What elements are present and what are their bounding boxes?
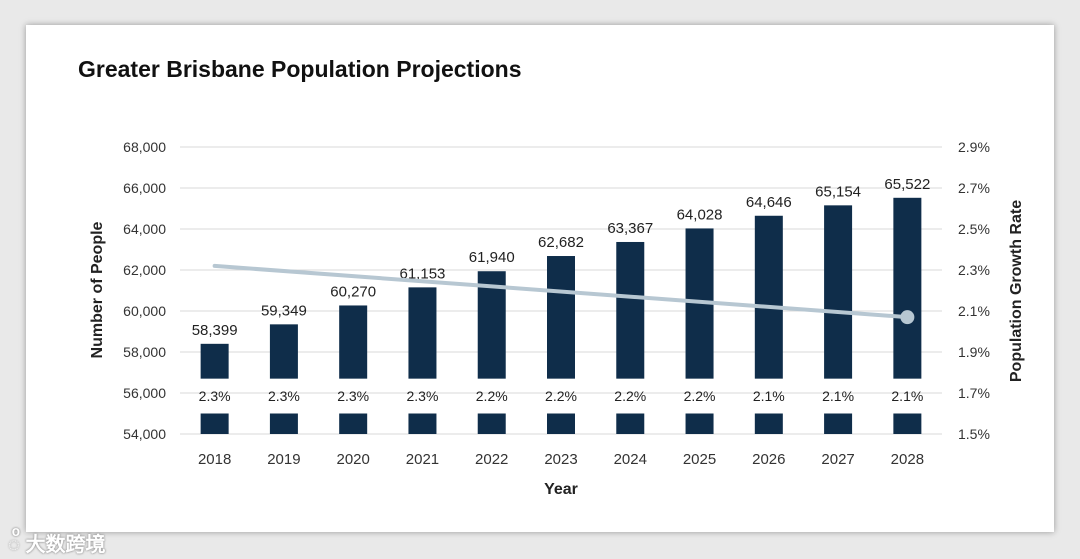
growth-rate-end-marker xyxy=(900,310,915,325)
watermark-icon: ◌ͦ xyxy=(8,534,20,556)
population-bar-base xyxy=(754,413,783,434)
y-axis-title: Number of People xyxy=(89,221,106,358)
population-data-label: 61,153 xyxy=(400,265,446,282)
population-bar xyxy=(408,287,437,379)
growth-rate-data-label: 2.2% xyxy=(614,388,646,404)
population-data-label: 64,028 xyxy=(677,206,723,223)
y-tick-label: 62,000 xyxy=(123,262,166,278)
growth-rate-data-label: 2.2% xyxy=(545,388,577,404)
population-data-label: 65,154 xyxy=(815,183,861,200)
y2-tick-label: 1.7% xyxy=(958,385,990,401)
population-bar-base xyxy=(269,413,298,434)
growth-rate-data-label: 2.3% xyxy=(406,388,438,404)
population-data-label: 65,522 xyxy=(884,176,930,193)
y2-tick-label: 1.9% xyxy=(958,344,990,360)
population-bar-base xyxy=(547,413,575,434)
chart-card: Greater Brisbane Population Projections xyxy=(26,25,1054,532)
y2-tick-label: 1.5% xyxy=(958,426,990,442)
population-bar-base xyxy=(408,413,437,434)
y2-tick-label: 2.1% xyxy=(958,303,990,319)
population-bar-base xyxy=(893,413,922,434)
x-tick-label: 2023 xyxy=(544,451,577,468)
population-bar xyxy=(616,241,645,379)
population-bar-base xyxy=(477,413,506,434)
population-data-label: 64,646 xyxy=(746,194,792,211)
population-bar xyxy=(269,324,298,379)
growth-rate-data-label: 2.1% xyxy=(753,388,785,404)
population-bar xyxy=(200,343,229,379)
growth-rate-data-label: 2.2% xyxy=(684,388,716,404)
population-bar xyxy=(754,215,783,379)
y2-tick-label: 2.7% xyxy=(958,180,990,196)
x-tick-label: 2028 xyxy=(891,451,924,468)
watermark-text: 大数跨境 xyxy=(25,534,106,556)
x-axis-title: Year xyxy=(544,481,578,498)
population-data-label: 63,367 xyxy=(607,220,653,237)
x-tick-label: 2019 xyxy=(267,451,300,468)
y-tick-label: 56,000 xyxy=(123,385,166,401)
growth-rate-data-label: 2.3% xyxy=(199,388,231,404)
y2-tick-label: 2.5% xyxy=(958,221,990,237)
y-tick-label: 60,000 xyxy=(123,303,166,319)
growth-rate-data-label: 2.3% xyxy=(268,388,300,404)
population-bar-base xyxy=(685,413,714,434)
population-bar xyxy=(477,271,506,379)
y-tick-label: 64,000 xyxy=(123,221,166,237)
growth-rate-trend-line xyxy=(212,263,910,320)
growth-rate-data-label: 2.1% xyxy=(822,388,854,404)
growth-rate-data-label: 2.1% xyxy=(891,388,923,404)
population-data-label: 61,940 xyxy=(469,249,515,266)
y2-tick-label: 2.9% xyxy=(958,139,990,155)
y-tick-label: 66,000 xyxy=(123,180,166,196)
population-bar-base xyxy=(616,413,645,434)
population-bar xyxy=(339,305,368,379)
growth-rate-data-label: 2.3% xyxy=(337,388,369,404)
y-tick-label: 68,000 xyxy=(123,139,166,155)
x-tick-label: 2022 xyxy=(475,451,508,468)
x-tick-label: 2024 xyxy=(614,451,647,468)
y2-tick-label: 2.3% xyxy=(958,262,990,278)
population-bar-base xyxy=(824,413,853,434)
y2-axis-title: Population Growth Rate xyxy=(1008,200,1025,382)
growth-rate-data-label: 2.2% xyxy=(476,388,508,404)
x-tick-label: 2020 xyxy=(336,451,369,468)
y-tick-label: 58,000 xyxy=(123,344,166,360)
population-bar xyxy=(547,256,575,379)
population-bar-base xyxy=(200,413,229,434)
chart-title: Greater Brisbane Population Projections xyxy=(78,56,522,82)
population-data-label: 58,399 xyxy=(192,322,238,339)
population-bar xyxy=(824,205,853,379)
population-data-label: 59,349 xyxy=(261,302,307,319)
y-tick-label: 54,000 xyxy=(123,426,166,442)
population-bar-base xyxy=(339,413,368,434)
x-tick-label: 2026 xyxy=(752,451,785,468)
population-data-label: 60,270 xyxy=(330,283,376,300)
population-data-label: 62,682 xyxy=(538,234,584,251)
x-tick-label: 2027 xyxy=(821,451,854,468)
x-tick-label: 2025 xyxy=(683,451,716,468)
population-bar xyxy=(893,197,922,379)
x-tick-label: 2018 xyxy=(198,451,231,468)
watermark: ◌ͦ 大数跨境 xyxy=(8,528,105,557)
x-tick-label: 2021 xyxy=(406,451,439,468)
